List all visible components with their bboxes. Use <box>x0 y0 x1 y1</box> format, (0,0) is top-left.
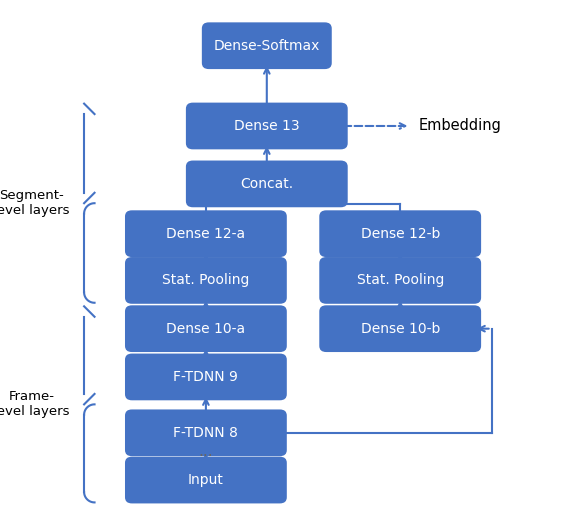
FancyBboxPatch shape <box>319 257 481 304</box>
Text: Dense 12-a: Dense 12-a <box>166 227 245 241</box>
Text: Embedding: Embedding <box>419 118 502 134</box>
Text: Stat. Pooling: Stat. Pooling <box>357 273 444 288</box>
Text: F-TDNN 9: F-TDNN 9 <box>173 370 238 384</box>
Text: Stat. Pooling: Stat. Pooling <box>162 273 249 288</box>
FancyBboxPatch shape <box>125 210 287 257</box>
FancyBboxPatch shape <box>125 354 287 400</box>
FancyBboxPatch shape <box>186 161 348 207</box>
Text: Frame-
level layers: Frame- level layers <box>0 390 70 419</box>
Text: Dense 12-b: Dense 12-b <box>361 227 440 241</box>
FancyBboxPatch shape <box>125 257 287 304</box>
Text: Dense 10-b: Dense 10-b <box>361 322 440 336</box>
FancyBboxPatch shape <box>125 457 287 503</box>
FancyBboxPatch shape <box>202 22 332 69</box>
Text: Dense 10-a: Dense 10-a <box>166 322 245 336</box>
FancyBboxPatch shape <box>319 305 481 352</box>
Text: Dense 13: Dense 13 <box>234 119 300 133</box>
Text: F-TDNN 8: F-TDNN 8 <box>173 426 238 440</box>
FancyBboxPatch shape <box>125 409 287 456</box>
Text: Segment-
level layers: Segment- level layers <box>0 189 70 217</box>
FancyBboxPatch shape <box>186 103 348 149</box>
Text: Dense-Softmax: Dense-Softmax <box>213 39 320 53</box>
Text: Concat.: Concat. <box>240 177 293 191</box>
FancyBboxPatch shape <box>125 305 287 352</box>
Text: Input: Input <box>188 473 224 487</box>
Text: ···: ··· <box>198 449 213 464</box>
FancyBboxPatch shape <box>319 210 481 257</box>
